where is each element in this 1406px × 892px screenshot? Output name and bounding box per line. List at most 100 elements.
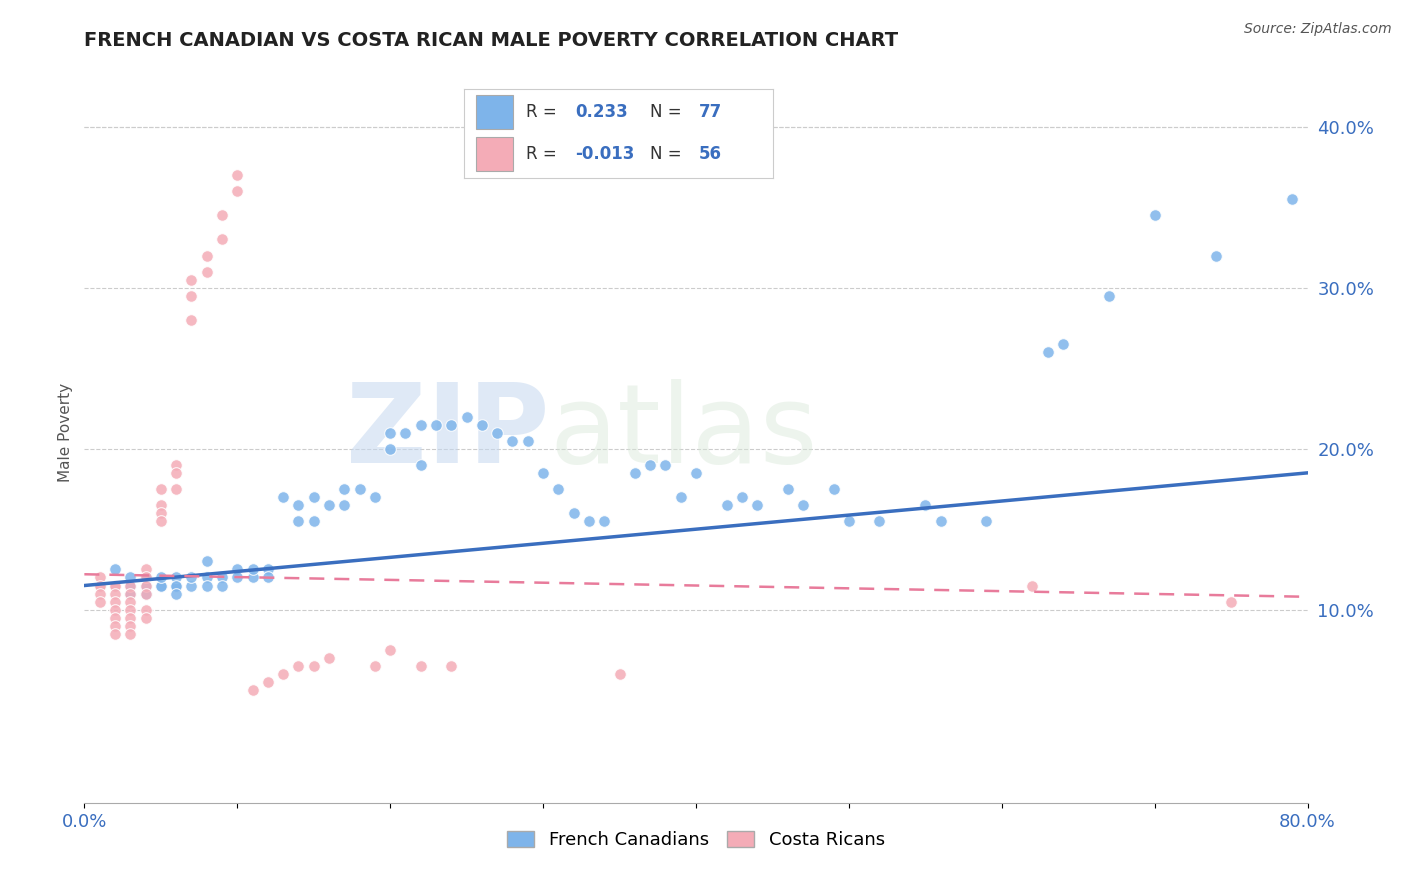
Text: 0.233: 0.233 bbox=[575, 103, 628, 121]
Point bbox=[104, 586, 127, 600]
Point bbox=[120, 602, 142, 616]
Point bbox=[838, 514, 860, 528]
Point bbox=[135, 586, 157, 600]
Point bbox=[257, 570, 280, 584]
Point bbox=[149, 578, 172, 592]
Point bbox=[1220, 594, 1243, 608]
Point bbox=[1036, 345, 1059, 359]
FancyBboxPatch shape bbox=[477, 137, 513, 171]
Point bbox=[135, 578, 157, 592]
Point bbox=[104, 578, 127, 592]
Point bbox=[1205, 249, 1227, 263]
Point bbox=[135, 602, 157, 616]
Point bbox=[104, 627, 127, 641]
Point bbox=[242, 683, 264, 698]
Point bbox=[165, 578, 187, 592]
Point bbox=[104, 594, 127, 608]
Point bbox=[104, 602, 127, 616]
Point bbox=[242, 562, 264, 576]
Point bbox=[380, 643, 402, 657]
Point bbox=[302, 490, 325, 504]
Point bbox=[165, 466, 187, 480]
Point bbox=[823, 482, 845, 496]
Point bbox=[394, 425, 416, 440]
Point bbox=[409, 659, 432, 673]
Point bbox=[120, 578, 142, 592]
Point bbox=[471, 417, 494, 432]
Point bbox=[89, 594, 111, 608]
Point bbox=[456, 409, 478, 424]
Point bbox=[1143, 208, 1166, 222]
Point bbox=[226, 570, 249, 584]
Point bbox=[135, 610, 157, 624]
Text: R =: R = bbox=[526, 145, 562, 163]
Text: 56: 56 bbox=[699, 145, 723, 163]
Point bbox=[135, 570, 157, 584]
Text: Source: ZipAtlas.com: Source: ZipAtlas.com bbox=[1244, 22, 1392, 37]
Text: atlas: atlas bbox=[550, 379, 818, 486]
Point bbox=[380, 425, 402, 440]
Point bbox=[685, 466, 707, 480]
Point bbox=[364, 490, 387, 504]
Point bbox=[120, 570, 142, 584]
Point bbox=[976, 514, 998, 528]
Point bbox=[226, 184, 249, 198]
Text: R =: R = bbox=[526, 103, 562, 121]
Point bbox=[135, 586, 157, 600]
Point bbox=[104, 578, 127, 592]
Y-axis label: Male Poverty: Male Poverty bbox=[58, 383, 73, 483]
Point bbox=[318, 651, 340, 665]
Point bbox=[318, 498, 340, 512]
Point bbox=[211, 578, 233, 592]
Point bbox=[578, 514, 600, 528]
Point bbox=[165, 586, 187, 600]
Point bbox=[792, 498, 814, 512]
Point bbox=[165, 482, 187, 496]
Point bbox=[195, 265, 218, 279]
Point bbox=[165, 578, 187, 592]
Point bbox=[1281, 192, 1303, 206]
Point bbox=[731, 490, 754, 504]
Point bbox=[271, 490, 294, 504]
Point bbox=[195, 554, 218, 568]
Point bbox=[211, 208, 233, 222]
Text: 77: 77 bbox=[699, 103, 723, 121]
Point bbox=[747, 498, 769, 512]
Point bbox=[638, 458, 661, 472]
Point bbox=[654, 458, 676, 472]
Point bbox=[135, 562, 157, 576]
Point bbox=[149, 506, 172, 520]
Point bbox=[135, 578, 157, 592]
Point bbox=[120, 619, 142, 633]
Point bbox=[180, 570, 202, 584]
Point bbox=[257, 562, 280, 576]
Point bbox=[211, 570, 233, 584]
Point bbox=[226, 168, 249, 182]
Point bbox=[271, 667, 294, 681]
Point bbox=[516, 434, 538, 448]
Point bbox=[1052, 337, 1074, 351]
Point bbox=[89, 578, 111, 592]
Text: -0.013: -0.013 bbox=[575, 145, 634, 163]
Point bbox=[149, 482, 172, 496]
Point bbox=[120, 586, 142, 600]
Text: N =: N = bbox=[650, 145, 686, 163]
Point bbox=[135, 570, 157, 584]
Point bbox=[120, 627, 142, 641]
Point bbox=[287, 659, 309, 673]
Point bbox=[287, 514, 309, 528]
Point bbox=[1021, 578, 1043, 592]
Point bbox=[104, 610, 127, 624]
Point bbox=[333, 482, 356, 496]
Text: FRENCH CANADIAN VS COSTA RICAN MALE POVERTY CORRELATION CHART: FRENCH CANADIAN VS COSTA RICAN MALE POVE… bbox=[84, 30, 898, 50]
Point bbox=[380, 442, 402, 456]
Text: N =: N = bbox=[650, 103, 686, 121]
Point bbox=[165, 570, 187, 584]
Point bbox=[195, 578, 218, 592]
Legend: French Canadians, Costa Ricans: French Canadians, Costa Ricans bbox=[501, 824, 891, 856]
Point bbox=[180, 273, 202, 287]
Point bbox=[440, 659, 463, 673]
Point bbox=[120, 578, 142, 592]
Point bbox=[302, 514, 325, 528]
Point bbox=[593, 514, 616, 528]
